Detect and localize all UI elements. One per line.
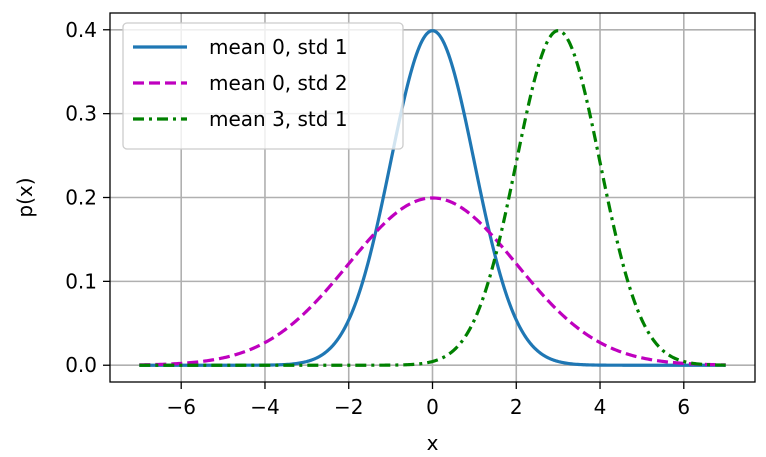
y-tick-label: 0.4	[65, 18, 97, 42]
x-tick-label: 4	[594, 395, 607, 419]
y-tick-label: 0.0	[65, 353, 97, 377]
x-axis: −6 −4 −2 0 2 4 6	[166, 382, 690, 419]
y-tick-label: 0.1	[65, 269, 97, 293]
x-tick-label: −4	[250, 395, 279, 419]
legend: mean 0, std 1 mean 0, std 2 mean 3, std 1	[122, 22, 404, 150]
x-tick-label: −6	[166, 395, 195, 419]
y-tick-label: 0.2	[65, 186, 97, 210]
x-tick-label: 2	[510, 395, 523, 419]
series-layer	[139, 29, 726, 367]
legend-label-2: mean 0, std 2	[209, 71, 348, 95]
x-tick-label: 6	[677, 395, 690, 419]
legend-label-3: mean 3, std 1	[209, 107, 348, 131]
series-line-2	[139, 196, 726, 367]
x-axis-label: x	[427, 431, 439, 455]
series-line-3	[139, 29, 726, 367]
y-axis-label: p(x)	[13, 177, 37, 217]
legend-label-1: mean 0, std 1	[209, 35, 348, 59]
x-tick-label: 0	[426, 395, 439, 419]
y-tick-label: 0.3	[65, 102, 97, 126]
legend-box	[122, 22, 404, 150]
y-axis: 0.0 0.1 0.2 0.3 0.4	[65, 18, 110, 377]
x-tick-label: −2	[334, 395, 363, 419]
